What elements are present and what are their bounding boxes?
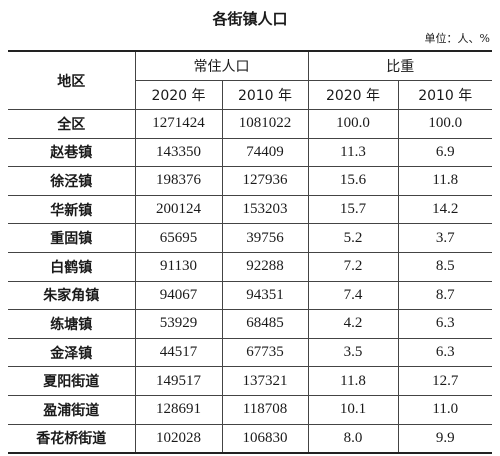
value-cell: 7.4: [307, 280, 399, 311]
value-cell: 9.9: [397, 423, 492, 454]
value-cell: 12.7: [397, 366, 492, 396]
year-header: 2010 年: [397, 80, 492, 110]
year-header: 2020 年: [135, 80, 223, 110]
region-name: 朱家角镇: [8, 280, 136, 311]
table-row: 盈浦街道 128691 118708 10.1 11.0: [8, 394, 492, 425]
region-name: 全区: [8, 109, 136, 139]
value-cell: 94351: [221, 280, 309, 311]
table-row: 重固镇 65695 39756 5.2 3.7: [8, 223, 492, 253]
region-name: 白鹤镇: [8, 251, 136, 282]
value-cell: 137321: [221, 366, 309, 396]
value-cell: 14.2: [397, 194, 492, 225]
table-row: 华新镇 200124 153203 15.7 14.2: [8, 194, 492, 225]
region-name: 金泽镇: [8, 337, 136, 368]
value-cell: 143350: [134, 137, 223, 168]
value-cell: 102028: [134, 423, 223, 454]
region-name: 盈浦街道: [8, 394, 136, 425]
region-name: 赵巷镇: [8, 137, 136, 168]
value-cell: 7.2: [307, 251, 399, 282]
table-row: 全区 1271424 1081022 100.0 100.0: [8, 109, 492, 139]
value-cell: 153203: [221, 194, 309, 225]
value-cell: 15.7: [307, 194, 399, 225]
region-name: 华新镇: [8, 194, 136, 225]
value-cell: 94067: [134, 280, 223, 311]
value-cell: 10.1: [307, 394, 399, 425]
value-cell: 44517: [134, 337, 223, 368]
table-row: 朱家角镇 94067 94351 7.4 8.7: [8, 280, 492, 311]
region-name: 夏阳街道: [8, 366, 136, 396]
table-row: 练塘镇 53929 68485 4.2 6.3: [8, 309, 492, 339]
region-name: 香花桥街道: [8, 423, 136, 454]
value-cell: 127936: [221, 166, 309, 196]
value-cell: 3.7: [397, 223, 492, 253]
value-cell: 1271424: [134, 109, 223, 139]
value-cell: 67735: [221, 337, 309, 368]
value-cell: 118708: [221, 394, 309, 425]
value-cell: 11.8: [397, 166, 492, 196]
value-cell: 200124: [134, 194, 223, 225]
value-cell: 3.5: [307, 337, 399, 368]
population-table: 地区 常住人口 比重 2020 年 2010 年 2020 年 2010 年 全区 12…: [8, 50, 492, 455]
value-cell: 65695: [134, 223, 223, 253]
value-cell: 100.0: [397, 109, 492, 139]
value-cell: 11.8: [307, 366, 399, 396]
value-cell: 100.0: [307, 109, 399, 139]
value-cell: 128691: [134, 394, 223, 425]
region-name: 徐泾镇: [8, 166, 136, 196]
table-row: 赵巷镇 143350 74409 11.3 6.9: [8, 137, 492, 168]
table-title: 各街镇人口: [212, 10, 288, 28]
unit-note: 单位：人、%: [424, 32, 490, 45]
value-cell: 15.6: [307, 166, 399, 196]
value-cell: 4.2: [307, 309, 399, 339]
value-cell: 74409: [221, 137, 309, 168]
year-header: 2010 年: [221, 80, 309, 110]
year-header: 2020 年: [307, 80, 399, 110]
region-name: 重固镇: [8, 223, 136, 253]
value-cell: 92288: [221, 251, 309, 282]
table-row: 夏阳街道 149517 137321 11.8 12.7: [8, 366, 492, 396]
value-cell: 106830: [221, 423, 309, 454]
table-row: 白鹤镇 91130 92288 7.2 8.5: [8, 251, 492, 282]
value-cell: 53929: [134, 309, 223, 339]
value-cell: 11.3: [307, 137, 399, 168]
value-cell: 11.0: [397, 394, 492, 425]
table-row: 金泽镇 44517 67735 3.5 6.3: [8, 337, 492, 368]
value-cell: 5.2: [307, 223, 399, 253]
value-cell: 6.3: [397, 309, 492, 339]
value-cell: 8.5: [397, 251, 492, 282]
region-name: 练塘镇: [8, 309, 136, 339]
header-cell: 比重: [307, 50, 492, 81]
value-cell: 198376: [134, 166, 223, 196]
value-cell: 8.0: [307, 423, 399, 454]
table-row: 徐泾镇 198376 127936 15.6 11.8: [8, 166, 492, 196]
header-row: 2020 年 2010 年 2020 年 2010 年: [8, 80, 492, 110]
table-body: 全区 1271424 1081022 100.0 100.0 赵巷镇 143350 74409…: [8, 109, 492, 454]
header-cell: 常住人口: [134, 50, 309, 81]
value-cell: 91130: [134, 251, 223, 282]
value-cell: 6.9: [397, 137, 492, 168]
table-row: 香花桥街道 102028 106830 8.0 9.9: [8, 423, 492, 454]
value-cell: 39756: [221, 223, 309, 253]
header-cell: 地区: [8, 50, 136, 110]
value-cell: 6.3: [397, 337, 492, 368]
value-cell: 149517: [134, 366, 223, 396]
value-cell: 8.7: [397, 280, 492, 311]
value-cell: 1081022: [221, 109, 309, 139]
value-cell: 68485: [221, 309, 309, 339]
